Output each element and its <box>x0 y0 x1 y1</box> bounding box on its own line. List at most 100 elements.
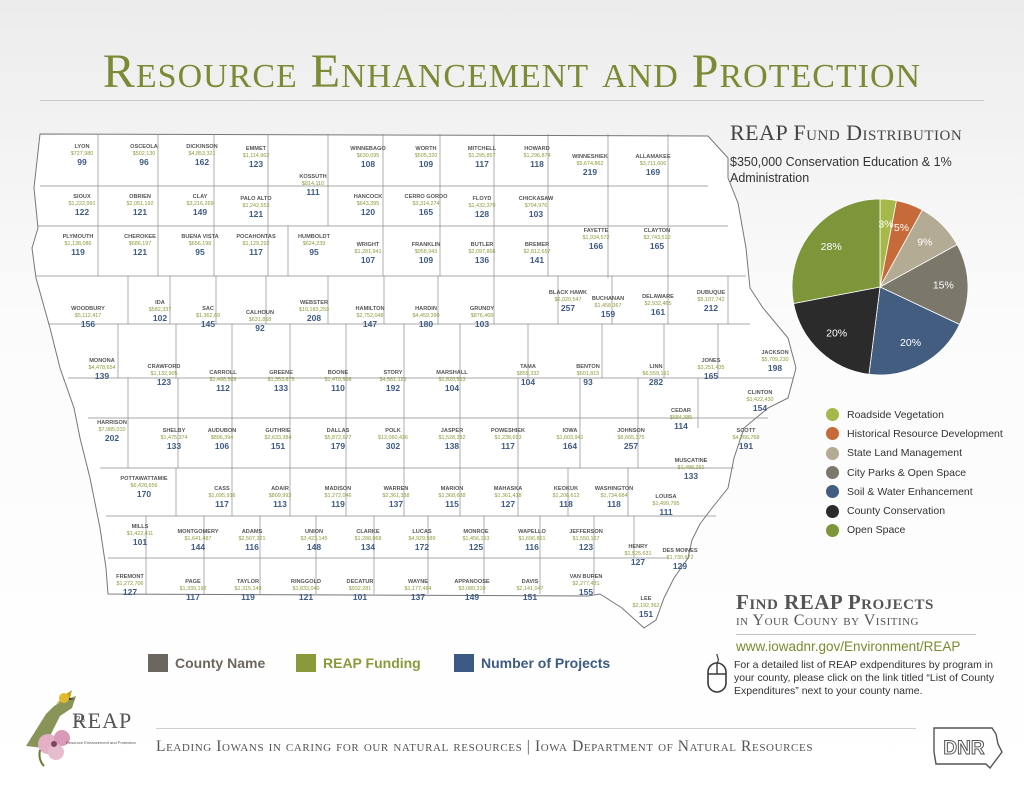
county-name: STORY <box>384 370 403 376</box>
find-projects-subtitle: in Your Couny by Visiting <box>736 612 919 629</box>
county-name: CLARKE <box>356 529 380 535</box>
county-projects: 172 <box>415 542 429 552</box>
county-funding: $1,272,046 <box>325 493 352 499</box>
county-name: CEDAR <box>671 408 691 414</box>
county-funding: $1,734,684 <box>601 493 628 499</box>
county-projects: 117 <box>249 247 263 257</box>
county-name: GREENE <box>269 370 293 376</box>
pie-legend-swatch <box>826 466 839 480</box>
county-projects: 121 <box>133 207 147 217</box>
county-name: MILLS <box>132 524 149 530</box>
county-projects: 151 <box>639 609 653 619</box>
county-funding: $630,095 <box>357 153 379 159</box>
county-funding: $1,498,509 <box>210 377 237 383</box>
county-funding: $2,633,384 <box>265 435 292 441</box>
county-funding: $4,581,121 <box>380 377 407 383</box>
county-projects: 109 <box>419 255 433 265</box>
county-funding: $684,385 <box>670 415 692 421</box>
county-name: BLACK HAWK <box>549 290 587 296</box>
reap-website-link[interactable]: www.iowadnr.gov/Environment/REAP <box>736 639 961 654</box>
county-projects: 113 <box>273 499 287 509</box>
county-name: ALLAMAKEE <box>635 154 670 160</box>
county-projects: 212 <box>704 303 718 313</box>
county-projects: 111 <box>306 187 320 197</box>
county-projects: 166 <box>589 241 603 251</box>
county-projects: 155 <box>579 587 593 597</box>
county-funding: $643,395 <box>357 201 379 207</box>
county-name: LOUISA <box>655 494 676 500</box>
county-name: MAHASKA <box>494 486 523 492</box>
county-funding: $6,428,656 <box>131 483 158 489</box>
pie-legend-label: Open Space <box>847 524 906 537</box>
county-name: FREMONT <box>116 574 144 580</box>
county-projects: 198 <box>768 363 782 373</box>
county-name: KEOKUK <box>554 486 578 492</box>
county-name: MADISON <box>325 486 351 492</box>
county-funding: $1,288,068 <box>355 536 382 542</box>
county-name: HUMBOLDT <box>298 234 331 240</box>
county-projects: 138 <box>445 441 459 451</box>
county-funding: $1,730,672 <box>667 555 694 561</box>
county-name: JONES <box>702 358 721 364</box>
county-funding: $2,812,657 <box>524 249 551 255</box>
county-funding: $3,251,435 <box>698 365 725 371</box>
county-name: WASHINGTON <box>595 486 633 492</box>
county-projects: 103 <box>475 319 489 329</box>
county-projects: 104 <box>521 377 535 387</box>
county-name: WINNESHIEK <box>572 154 608 160</box>
pie-legend-item: State Land Management <box>826 444 1003 463</box>
county-projects: 117 <box>186 592 200 602</box>
county-name: MONTGOMERY <box>177 529 218 535</box>
find-projects-description: For a detailed list of REAP exdpenditure… <box>734 659 995 698</box>
county-funding: $3,711,606 <box>640 161 667 167</box>
county-funding: $1,934,572 <box>583 235 610 241</box>
county-funding: $876,468 <box>471 313 493 319</box>
county-name: MUSCATINE <box>675 458 708 464</box>
county-name: POTTAWATTAMIE <box>120 476 167 482</box>
county-funding: $859,332 <box>517 371 539 377</box>
county-funding: $1,295,857 <box>469 153 496 159</box>
county-funding: $1,296,874 <box>524 153 551 159</box>
pie-slice-soil-water-enhancement <box>868 286 961 376</box>
county-name: OBRIEN <box>129 194 151 200</box>
county-projects: 112 <box>216 383 230 393</box>
county-funding: $4,266,768 <box>733 435 760 441</box>
county-funding: $2,192,362 <box>633 603 660 609</box>
county-funding: $12,060,436 <box>378 435 408 441</box>
county-name: JEFFERSON <box>569 529 603 535</box>
county-funding: $656,198 <box>189 241 211 247</box>
county-name: LEE <box>641 596 652 602</box>
county-projects: 133 <box>684 471 698 481</box>
county-funding: $896,394 <box>211 435 233 441</box>
county-funding: $5,872,677 <box>325 435 352 441</box>
county-projects: 95 <box>195 247 205 257</box>
pie-legend-label: County Conservation <box>847 505 946 518</box>
pie-legend-swatch <box>826 427 839 441</box>
county-name: POWESHIEK <box>491 428 525 434</box>
